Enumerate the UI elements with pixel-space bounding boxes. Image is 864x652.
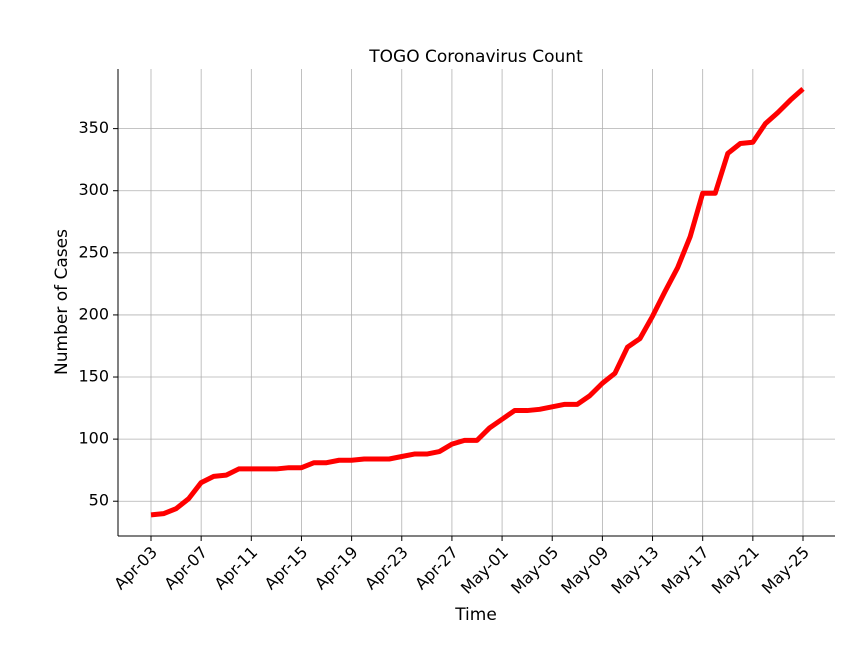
x-tick-label: Apr-15 <box>261 543 312 594</box>
x-tick-label: Apr-07 <box>160 543 211 594</box>
y-tick-label: 150 <box>78 367 109 386</box>
x-axis-label: Time <box>454 605 497 625</box>
x-tick-label: Apr-03 <box>110 543 161 594</box>
x-tick-label: May-09 <box>557 543 612 598</box>
chart-title: TOGO Coronavirus Count <box>368 47 583 67</box>
x-tick-label: Apr-27 <box>411 543 462 594</box>
x-tick-label: May-01 <box>457 543 512 598</box>
x-tick-label: Apr-23 <box>361 543 412 594</box>
x-tick-label: May-25 <box>758 543 813 598</box>
y-axis-label: Number of Cases <box>52 229 72 375</box>
y-tick-label: 250 <box>78 242 109 261</box>
x-tick-label: May-17 <box>658 543 713 598</box>
x-tick-label: May-21 <box>708 543 763 598</box>
data-line <box>150 87 805 518</box>
y-tick-label: 200 <box>78 304 109 323</box>
x-tick-label: May-13 <box>607 543 662 598</box>
x-tick-label: Apr-11 <box>211 543 262 594</box>
y-tick-label: 50 <box>89 491 109 510</box>
y-tick-label: 350 <box>78 118 109 137</box>
y-tick-label: 300 <box>78 180 109 199</box>
x-tick-label: Apr-19 <box>311 543 362 594</box>
x-tick-label: May-05 <box>507 543 562 598</box>
y-tick-label: 100 <box>78 429 109 448</box>
